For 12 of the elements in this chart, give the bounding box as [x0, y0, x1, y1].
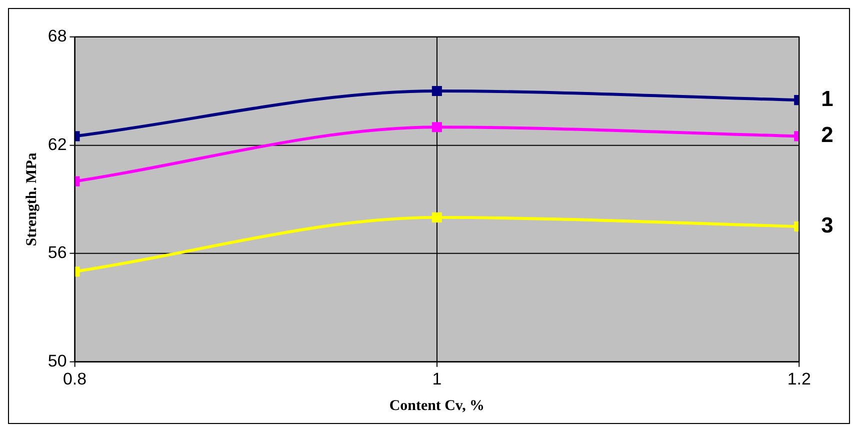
y-tick-label: 62 [48, 134, 67, 154]
x-tick-label: 1.2 [787, 370, 811, 389]
series-label: 1 [821, 86, 834, 112]
series-label: 2 [821, 122, 834, 148]
series-label: 3 [821, 212, 834, 238]
y-tick-label: 68 [48, 26, 67, 46]
y-tick-label: 50 [48, 352, 67, 371]
x-tick-label: 0.8 [62, 370, 87, 389]
y-axis-title: Strength. MPa [24, 152, 40, 246]
x-axis-title: Content Cv, % [389, 398, 485, 414]
x-tick-label: 1 [432, 370, 442, 389]
y-tick-label: 56 [48, 243, 67, 262]
